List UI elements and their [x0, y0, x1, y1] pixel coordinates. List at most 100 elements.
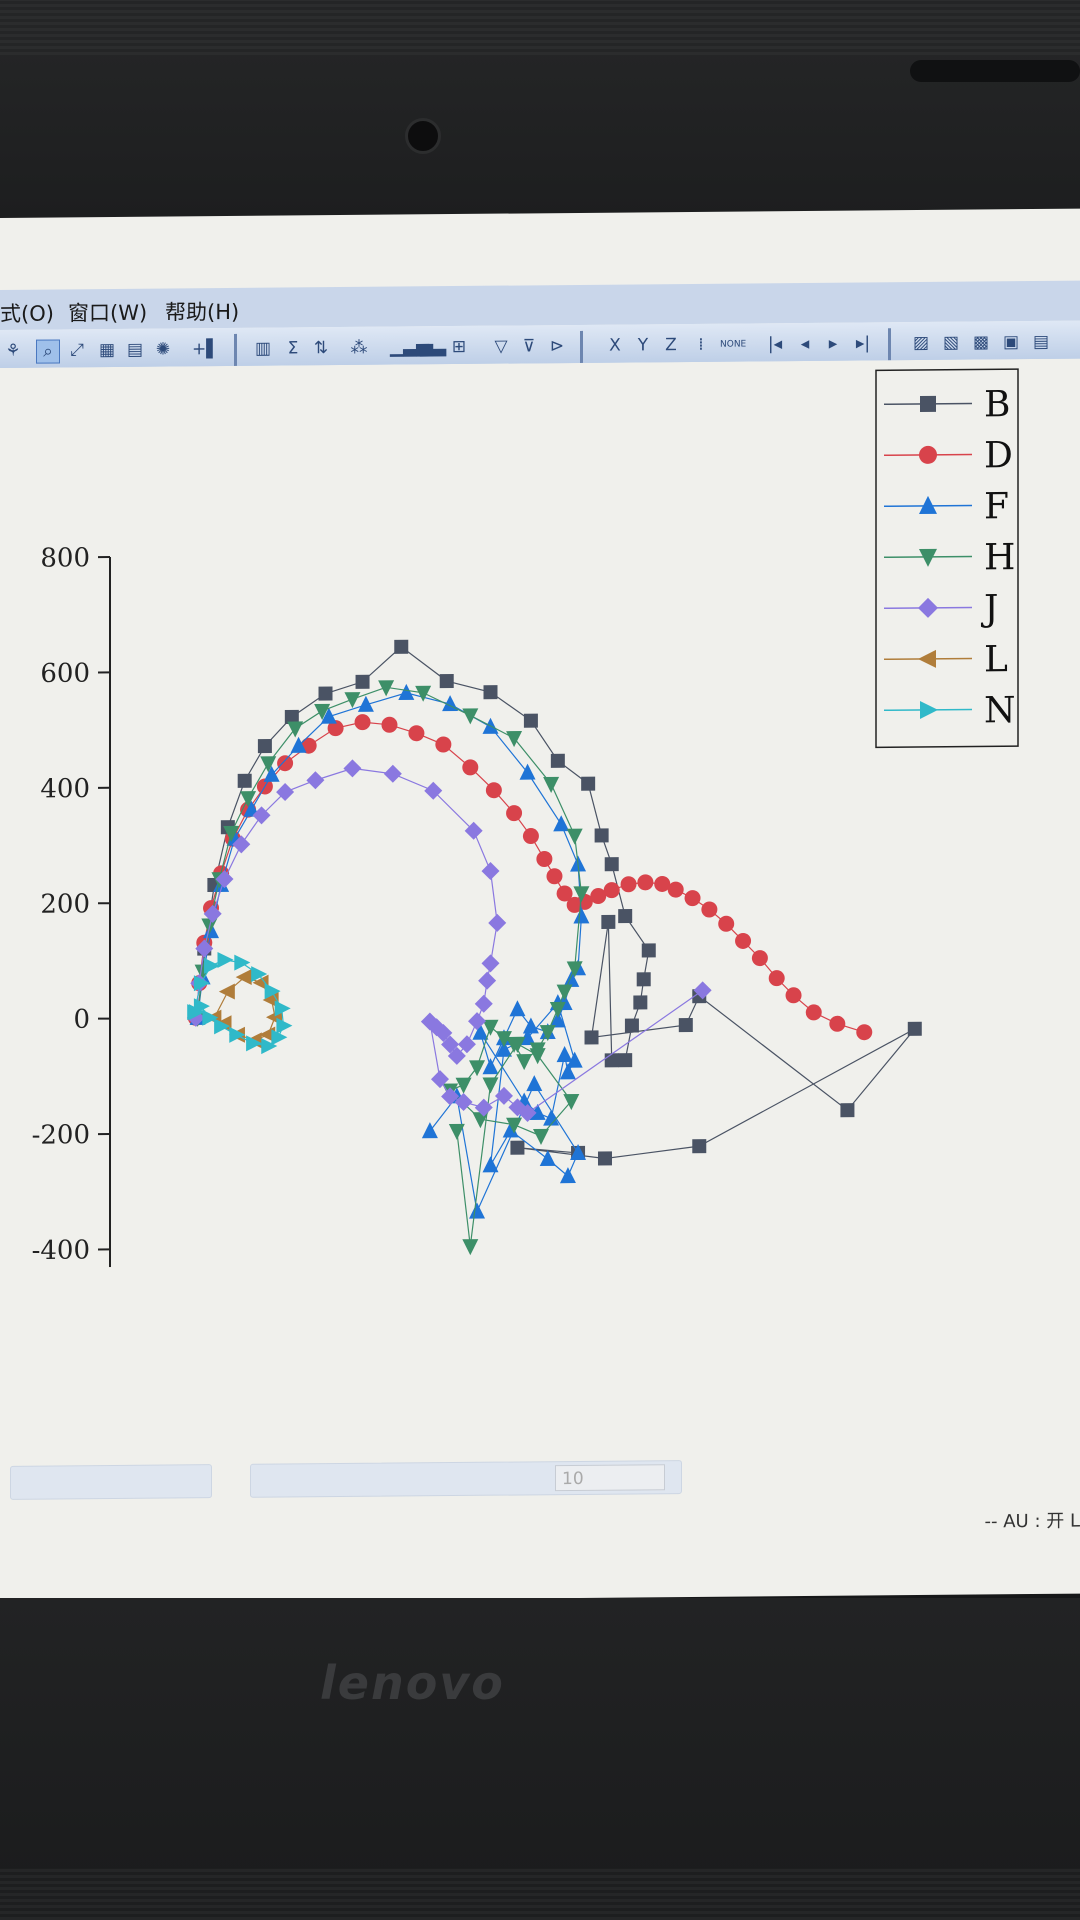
- settings-icon[interactable]: ✺: [155, 339, 171, 360]
- error-icon[interactable]: ⁞: [698, 334, 704, 355]
- data-point: [604, 857, 619, 872]
- data-point: [768, 970, 785, 987]
- import-icon[interactable]: ▨: [912, 332, 930, 354]
- data-point: [506, 1117, 523, 1134]
- column-chart-icon[interactable]: ▅▃: [420, 337, 447, 358]
- menu-help[interactable]: 帮助(H): [165, 299, 240, 325]
- next-icon[interactable]: ▸: [828, 333, 838, 354]
- stack-chart-icon[interactable]: ⊞: [451, 336, 467, 358]
- data-point: [654, 875, 671, 892]
- data-point: [559, 1063, 576, 1080]
- data-point: [502, 1121, 519, 1138]
- data-point: [454, 1093, 473, 1112]
- y-icon[interactable]: Y: [637, 335, 649, 356]
- series-b: [190, 639, 922, 1166]
- data-point: [398, 683, 415, 700]
- data-point: [271, 1029, 288, 1046]
- tree-icon[interactable]: ⚘: [5, 340, 21, 361]
- bezel-slot: [910, 60, 1080, 82]
- data-point: [378, 680, 395, 697]
- worksheet-icon[interactable]: ▦: [98, 339, 116, 361]
- add-layer-icon[interactable]: +▌: [192, 339, 220, 360]
- data-point: [556, 1045, 573, 1063]
- data-point: [240, 791, 257, 808]
- data-point: [229, 1026, 246, 1043]
- data-point: [570, 1143, 587, 1161]
- data-point: [232, 835, 251, 854]
- data-point: [439, 673, 454, 689]
- column-stats-icon[interactable]: ▥: [254, 338, 272, 359]
- z-icon[interactable]: Z: [665, 335, 677, 356]
- hinge-texture: [0, 1868, 1080, 1920]
- zoom-icon[interactable]: ⌕: [36, 339, 60, 364]
- data-point: [692, 1139, 707, 1154]
- filter-edit-icon[interactable]: ⊳: [549, 336, 565, 357]
- filter-clear-icon[interactable]: ⊽: [522, 336, 536, 357]
- y-tick-label: 400: [40, 774, 90, 804]
- legend-label: N: [984, 690, 1015, 731]
- data-point: [415, 685, 432, 702]
- legend-label: F: [984, 486, 1009, 527]
- data-point: [408, 725, 425, 742]
- filter-icon[interactable]: ▽: [494, 336, 508, 357]
- first-icon[interactable]: |◂: [767, 334, 783, 355]
- x-icon[interactable]: X: [609, 335, 621, 356]
- data-point: [488, 913, 507, 932]
- data-point: [195, 939, 214, 958]
- menu-window[interactable]: 窗口(W): [68, 300, 148, 326]
- data-point: [357, 695, 374, 712]
- axes: 05001000150020002500-400-200020040060080…: [32, 543, 111, 1269]
- data-point: [620, 876, 637, 893]
- data-point: [462, 1239, 479, 1256]
- data-point: [618, 908, 633, 924]
- data-point: [218, 983, 235, 1000]
- data-point: [354, 714, 371, 731]
- data-point: [919, 495, 937, 514]
- object-toolbar[interactable]: [10, 1464, 212, 1500]
- sort-icon[interactable]: ⇅: [313, 338, 329, 359]
- export-icon[interactable]: ▧: [942, 332, 960, 353]
- sum-icon[interactable]: Σ: [287, 338, 299, 359]
- data-point: [435, 736, 452, 753]
- data-point: [633, 995, 648, 1010]
- set-icon[interactable]: ⁂: [350, 337, 368, 358]
- y-tick-label: 0: [73, 1005, 90, 1035]
- data-point: [829, 1015, 846, 1032]
- data-point: [420, 1012, 439, 1031]
- data-point: [464, 821, 483, 840]
- data-point: [344, 692, 361, 709]
- data-point: [618, 1053, 633, 1068]
- prev-icon[interactable]: ◂: [800, 333, 810, 355]
- data-point: [259, 1026, 276, 1043]
- data-point: [276, 783, 295, 802]
- data-point: [441, 1087, 460, 1106]
- data-point: [217, 951, 234, 968]
- data-point: [277, 755, 294, 772]
- data-point: [482, 1156, 499, 1173]
- menu-format[interactable]: 式(O): [0, 301, 54, 326]
- data-point: [856, 1024, 873, 1041]
- status-bar: -- AU : 开 L: [984, 1510, 1080, 1533]
- bottom-toolbar: 10: [0, 1456, 700, 1502]
- last-icon[interactable]: ▸|: [855, 333, 871, 354]
- bar-chart-icon[interactable]: ▁▃▅: [390, 337, 430, 358]
- data-point: [543, 776, 560, 793]
- data-point: [529, 1048, 546, 1065]
- open-icon[interactable]: ▩: [972, 332, 990, 353]
- brand-logo: lenovo: [320, 1656, 505, 1710]
- save-icon[interactable]: ▣: [1002, 332, 1020, 353]
- data-point: [785, 987, 802, 1004]
- data-point: [529, 1103, 546, 1120]
- data-point: [573, 907, 590, 924]
- data-point: [462, 708, 479, 725]
- data-point: [919, 445, 937, 464]
- data-point: [563, 1094, 580, 1111]
- none-icon[interactable]: NONE: [720, 339, 747, 350]
- scale-icon[interactable]: ⤢: [70, 340, 84, 361]
- toolbar-separator: [580, 330, 583, 363]
- print-icon[interactable]: ▤: [1032, 331, 1050, 352]
- font-size-input[interactable]: 10: [555, 1464, 665, 1492]
- font-size-value: 10: [562, 1468, 584, 1490]
- layout-icon[interactable]: ▤: [126, 339, 144, 360]
